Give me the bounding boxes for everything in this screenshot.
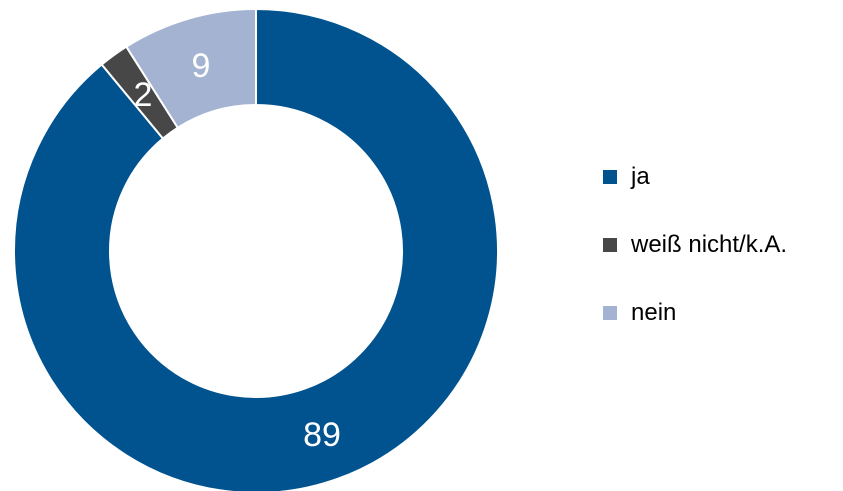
legend-label-ja: ja — [631, 163, 650, 190]
legend-item-ja: ja — [603, 143, 787, 211]
legend-item-nein: nein — [603, 279, 787, 347]
data-label-ja: 89 — [303, 416, 341, 454]
slices-group — [13, 7, 499, 491]
donut-slice-ja — [13, 7, 499, 491]
slice-labels-group: 89 2 9 — [134, 47, 341, 454]
donut-slice-nein — [124, 7, 257, 130]
legend-label-weiss-nicht: weiß nicht/k.A. — [631, 231, 788, 258]
legend-item-weiss-nicht: weiß nicht/k.A. — [603, 211, 787, 279]
chart-legend: ja weiß nicht/k.A. nein — [603, 143, 787, 347]
legend-swatch-nein — [603, 306, 617, 320]
legend-label-nein: nein — [631, 299, 677, 326]
legend-swatch-ja — [603, 170, 617, 184]
data-label-nein: 9 — [192, 47, 211, 85]
legend-swatch-weiss-nicht — [603, 238, 617, 252]
data-label-weiss-nicht: 2 — [134, 76, 153, 114]
